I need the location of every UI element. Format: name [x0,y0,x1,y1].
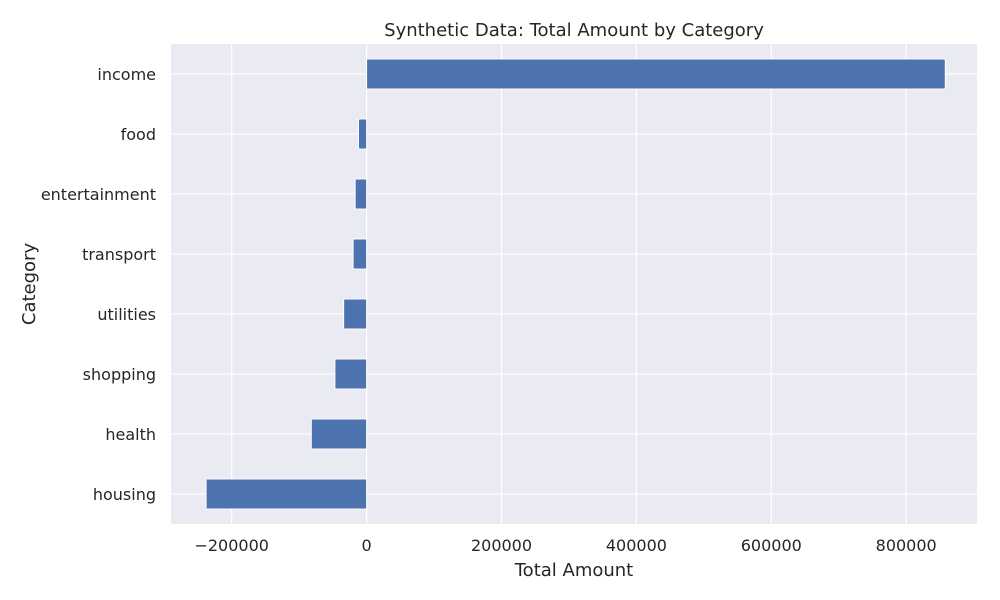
bar-shopping [334,358,368,390]
x-tick-label: 0 [362,536,372,555]
bar-entertainment [354,178,368,210]
y-tick-label: health [105,425,156,444]
bar-health [310,418,368,450]
x-axis-label: Total Amount [514,560,634,581]
y-tick-label: utilities [97,305,156,324]
y-tick-label: income [97,65,156,84]
x-tick-label: −200000 [194,536,268,555]
x-tick-label: 600000 [741,536,802,555]
y-axis-label: Category [19,243,40,326]
plot-area [171,44,977,524]
y-tick-label: transport [82,245,156,264]
bar-housing [205,478,368,510]
y-tick-label: food [121,125,156,144]
bar-utilities [343,298,368,330]
y-tick-label: shopping [83,365,156,384]
y-tick-label: housing [93,485,156,504]
bar-income [366,58,946,90]
y-tick-label: entertainment [41,185,156,204]
bar-transport [352,238,368,270]
x-tick-label: 800000 [876,536,937,555]
bar-food [358,118,368,150]
x-tick-label: 200000 [471,536,532,555]
x-tick-label: 400000 [606,536,667,555]
chart-title: Synthetic Data: Total Amount by Category [384,20,764,41]
